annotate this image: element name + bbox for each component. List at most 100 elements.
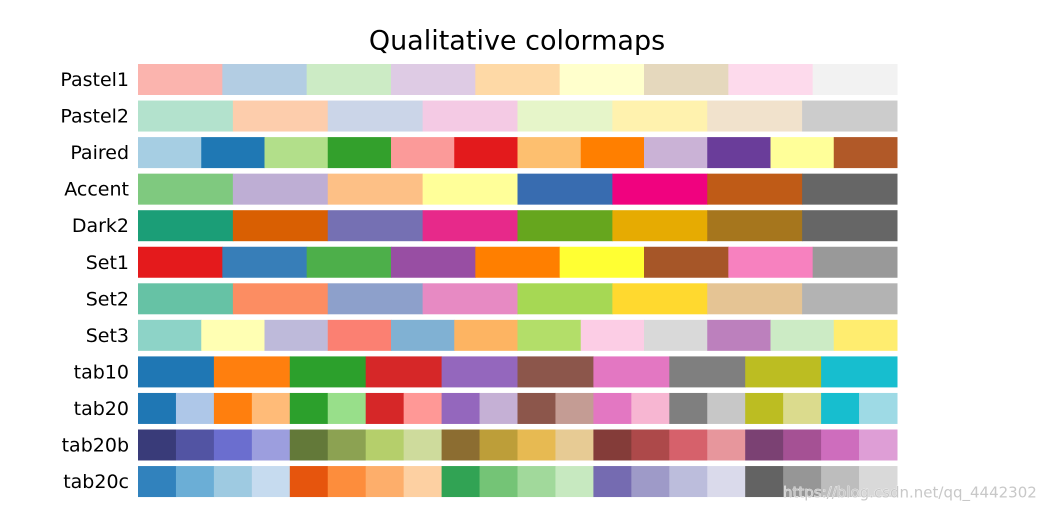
color-swatch [213, 429, 253, 461]
color-swatch [833, 137, 898, 169]
color-swatch [201, 319, 265, 351]
color-swatch [365, 356, 443, 388]
color-swatch [391, 319, 455, 351]
colormap-label: Dark2 [72, 215, 129, 237]
color-swatch [669, 429, 708, 461]
color-swatch [707, 173, 803, 205]
color-swatch [264, 137, 329, 169]
color-swatch [327, 392, 367, 424]
color-swatch [175, 429, 215, 461]
color-swatch [475, 246, 561, 278]
color-swatch [232, 210, 329, 242]
colormap-label: tab10 [74, 361, 129, 383]
color-swatch [213, 392, 253, 424]
color-swatch [232, 100, 329, 132]
colormap-label: tab20c [63, 471, 129, 493]
color-swatch [812, 246, 898, 278]
color-swatch [517, 319, 582, 351]
color-swatch [517, 466, 556, 498]
color-swatch [138, 429, 177, 461]
color-swatch [612, 100, 708, 132]
color-swatch [783, 466, 822, 498]
color-swatch [251, 466, 291, 498]
color-swatch [517, 429, 556, 461]
color-swatch [222, 246, 308, 278]
color-swatch [517, 283, 613, 315]
color-swatch [327, 100, 424, 132]
color-swatch [441, 356, 518, 388]
color-swatch [559, 246, 645, 278]
color-swatch [517, 100, 613, 132]
color-swatch [707, 283, 803, 315]
color-swatch [138, 319, 202, 351]
color-swatch [138, 173, 234, 205]
title: Qualitative colormaps [369, 26, 665, 57]
color-swatch [201, 137, 265, 169]
color-swatch [728, 64, 814, 95]
color-swatch [422, 100, 518, 132]
color-swatch [327, 173, 424, 205]
color-swatch [644, 137, 708, 169]
color-swatch [138, 210, 234, 242]
color-swatch [403, 466, 443, 498]
color-swatch [138, 466, 177, 498]
color-swatch [138, 356, 215, 388]
color-swatch [222, 64, 308, 95]
color-swatch [593, 466, 632, 498]
color-swatch [365, 466, 405, 498]
color-swatch [707, 429, 746, 461]
color-swatch [593, 392, 632, 424]
color-swatch [289, 356, 367, 388]
color-swatch [403, 392, 443, 424]
color-swatch [707, 100, 803, 132]
colormap-label: Set2 [86, 288, 129, 310]
color-swatch [327, 210, 424, 242]
color-swatch [306, 64, 392, 95]
color-swatch [669, 392, 708, 424]
color-swatch [138, 137, 202, 169]
color-swatch [612, 283, 708, 315]
color-swatch [264, 319, 329, 351]
color-swatch [289, 466, 329, 498]
colormap-label: Paired [70, 142, 129, 164]
color-swatch [479, 429, 518, 461]
color-swatch [454, 137, 518, 169]
color-swatch [821, 429, 860, 461]
colormap-label: Set3 [86, 325, 129, 347]
color-swatch [707, 392, 746, 424]
color-swatch [441, 392, 481, 424]
color-swatch [770, 137, 835, 169]
color-swatch [833, 319, 898, 351]
color-swatch [802, 283, 898, 315]
color-swatch [859, 392, 898, 424]
color-swatch [479, 392, 518, 424]
color-swatch [580, 137, 645, 169]
color-swatch [612, 173, 708, 205]
color-swatch [213, 356, 291, 388]
color-swatch [138, 392, 177, 424]
color-swatch [580, 319, 645, 351]
color-swatch [631, 429, 670, 461]
watermark: https://blog.csdn.net/qq_44423029 [783, 484, 1037, 503]
color-swatch [745, 356, 822, 388]
color-swatch [517, 392, 556, 424]
color-swatch [403, 429, 443, 461]
color-swatch [422, 173, 518, 205]
color-swatch [770, 319, 835, 351]
color-swatch [138, 246, 223, 278]
colormap-label: tab20b [62, 435, 129, 457]
color-swatch [327, 283, 424, 315]
color-swatch [821, 392, 860, 424]
colormap-label: Accent [64, 179, 129, 201]
color-swatch [138, 283, 234, 315]
color-swatch [138, 100, 234, 132]
colormap-label: Pastel1 [60, 69, 129, 91]
color-swatch [644, 246, 729, 278]
color-swatch [707, 319, 771, 351]
color-swatch [251, 429, 291, 461]
color-swatch [175, 466, 215, 498]
color-swatch [745, 429, 784, 461]
color-swatch [391, 137, 455, 169]
color-swatch [517, 356, 594, 388]
color-swatch [175, 392, 215, 424]
